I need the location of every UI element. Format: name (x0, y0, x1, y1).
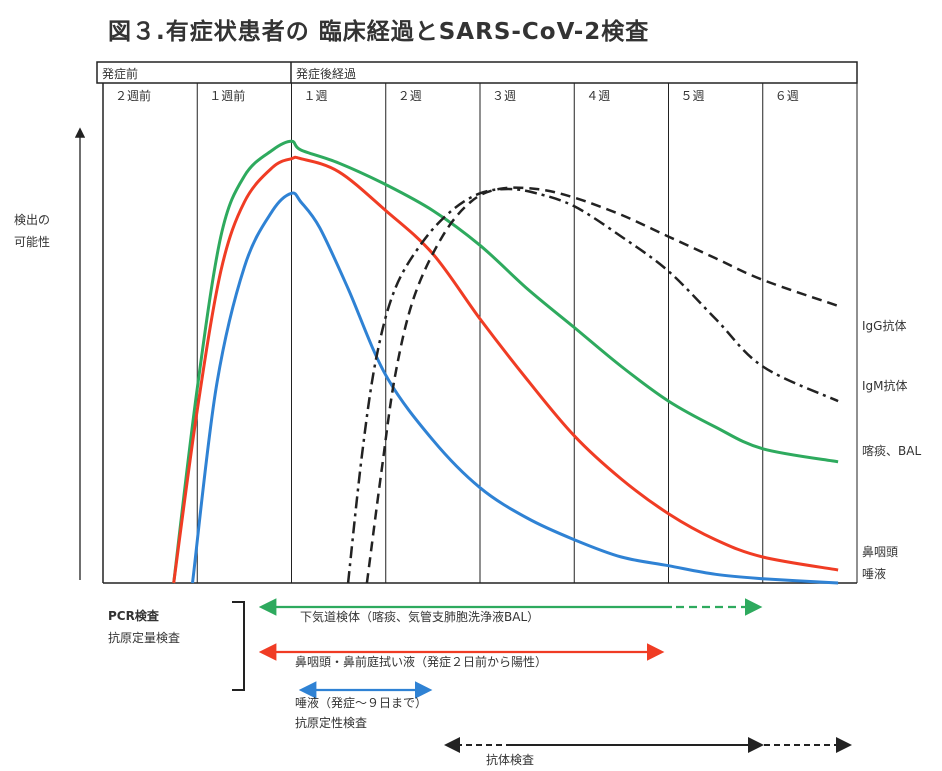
header-box (96, 61, 858, 84)
label-sputum: 喀痰、BAL (862, 443, 921, 458)
week-gridlines (196, 83, 764, 583)
series-line-2 (191, 191, 839, 585)
label-igm: IgM抗体 (862, 378, 908, 393)
week-tick-label: ２週 (398, 89, 422, 103)
series-line-0 (172, 139, 839, 584)
test-group-label-pcr: PCR検査 (108, 608, 160, 623)
label-nasopharynx: 鼻咽頭 (862, 544, 898, 559)
week-tick-label: ３週 (492, 89, 516, 103)
week-tick-label: ５週 (681, 89, 705, 103)
series-line-4 (346, 187, 839, 584)
label-igg: IgG抗体 (862, 318, 906, 333)
week-tick-labels: ２週前 １週前 １週 ２週 ３週 ４週 ５週 ６週 (115, 88, 799, 103)
week-tick-label: １週前 (209, 88, 245, 103)
week-tick-label: ６週 (775, 89, 799, 103)
range-label-saliva: 唾液（発症～９日まで） (295, 695, 427, 710)
label-saliva: 唾液 (862, 566, 886, 581)
header-group-post: 発症後経過 (296, 66, 356, 81)
range-label-qualitative: 抗原定性検査 (295, 715, 367, 730)
week-tick-label: ２週前 (115, 88, 151, 103)
header-group-pre: 発症前 (102, 66, 138, 81)
test-group-label-antigen: 抗原定量検査 (108, 630, 180, 645)
range-label-nasopharynx: 鼻咽頭・鼻前庭拭い液（発症２日前から陽性） (295, 654, 547, 669)
test-bracket (232, 601, 245, 691)
week-tick-label: ４週 (586, 89, 610, 103)
week-tick-label: １週 (304, 89, 328, 103)
series-line-1 (172, 155, 839, 584)
chart-title: 図３.有症状患者の 臨床経過とSARS-CoV-2検査 (108, 19, 650, 45)
series-line-3 (365, 186, 839, 584)
range-label-antibody: 抗体検査 (486, 752, 534, 767)
series-layer (172, 139, 839, 585)
y-axis-label: 検出の 可能性 (14, 213, 54, 249)
range-label-lower-airway: 下気道検体（喀痰、気管支肺胞洗浄液BAL） (300, 609, 539, 624)
